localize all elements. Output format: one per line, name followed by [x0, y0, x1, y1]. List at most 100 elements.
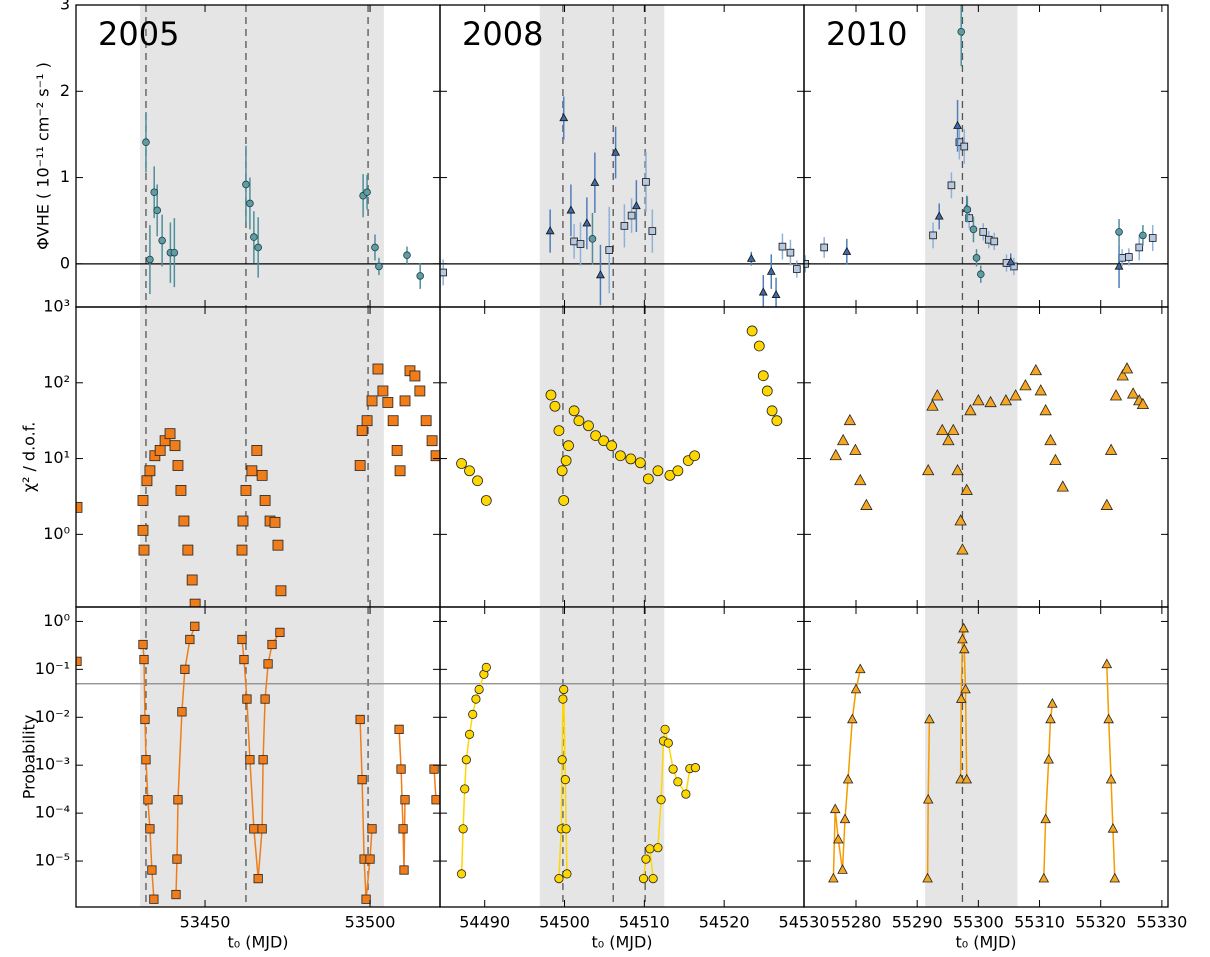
marker	[1009, 389, 1022, 401]
marker	[1039, 403, 1052, 416]
marker	[143, 795, 153, 805]
marker	[399, 865, 409, 875]
marker	[440, 268, 447, 277]
marker	[237, 515, 249, 527]
marker	[251, 445, 263, 456]
marker	[375, 262, 383, 271]
marker	[960, 483, 973, 495]
marker	[553, 425, 565, 436]
marker	[272, 539, 284, 551]
marker	[140, 714, 150, 725]
marker	[1047, 698, 1058, 708]
x-tick-label: 55310	[1014, 913, 1065, 932]
marker	[605, 246, 614, 254]
x-tick-label: 53450	[180, 913, 231, 932]
y-axis-label: ΦVHE ( 10⁻¹¹ cm⁻² s⁻¹ )	[34, 62, 53, 250]
marker	[177, 707, 187, 717]
marker	[976, 270, 985, 279]
marker	[396, 764, 406, 774]
marker	[138, 639, 148, 650]
marker	[387, 415, 399, 427]
marker	[429, 764, 439, 774]
marker	[660, 724, 670, 734]
marker	[832, 833, 844, 844]
y-tick-label: 10²	[43, 372, 70, 391]
marker	[169, 440, 181, 452]
marker	[239, 654, 249, 665]
marker	[139, 654, 149, 665]
marker	[842, 246, 852, 255]
marker	[237, 634, 247, 645]
marker	[648, 227, 657, 235]
marker	[611, 147, 621, 156]
marker	[668, 764, 678, 774]
marker	[472, 475, 483, 487]
marker	[399, 395, 411, 407]
panel	[829, 307, 1150, 607]
marker	[356, 425, 368, 436]
year-label: 2010	[826, 15, 907, 53]
marker	[836, 433, 850, 446]
marker	[186, 574, 198, 586]
marker	[929, 231, 937, 240]
marker	[185, 634, 195, 645]
marker	[934, 211, 944, 220]
marker	[1040, 813, 1051, 824]
marker	[746, 253, 756, 262]
marker	[354, 460, 366, 471]
marker	[839, 813, 851, 824]
marker	[76, 656, 82, 666]
marker	[154, 445, 166, 456]
marker	[960, 683, 971, 694]
marker	[753, 340, 765, 352]
marker	[999, 394, 1013, 406]
marker	[164, 428, 176, 440]
marker	[1125, 253, 1133, 261]
marker	[464, 729, 475, 739]
panel	[76, 607, 440, 907]
x-axis-label: t₀ (MJD)	[955, 933, 1016, 952]
marker	[652, 465, 664, 477]
marker	[138, 544, 150, 556]
marker	[778, 242, 787, 251]
marker	[627, 211, 636, 220]
marker	[1120, 362, 1134, 374]
x-axis-label: t₀ (MJD)	[227, 933, 288, 952]
marker	[842, 773, 854, 784]
marker	[965, 214, 973, 222]
x-tick-label: 55290	[892, 913, 943, 932]
marker	[173, 795, 183, 805]
panel	[456, 307, 783, 607]
marker	[958, 643, 970, 654]
marker	[361, 415, 373, 427]
y-tick-label: 10³	[43, 297, 70, 316]
marker	[416, 272, 424, 280]
marker	[990, 237, 999, 246]
shaded-interval	[925, 5, 1018, 307]
panel	[440, 607, 804, 907]
marker	[414, 385, 426, 397]
marker	[456, 458, 467, 469]
marker	[957, 27, 966, 36]
marker	[631, 201, 641, 210]
marker	[391, 445, 403, 456]
marker	[242, 694, 252, 704]
x-tick-label: 53500	[345, 913, 396, 932]
marker	[606, 440, 618, 452]
marker	[620, 222, 629, 230]
marker	[257, 824, 267, 834]
marker	[972, 394, 985, 406]
marker	[367, 824, 377, 834]
marker	[254, 243, 262, 252]
marker	[420, 415, 432, 427]
marker	[924, 713, 935, 724]
marker	[972, 254, 981, 262]
marker	[394, 465, 406, 477]
marker	[1019, 379, 1032, 391]
marker	[561, 824, 571, 834]
marker	[464, 465, 475, 477]
marker	[245, 755, 255, 765]
marker	[263, 659, 273, 669]
marker	[430, 450, 440, 462]
